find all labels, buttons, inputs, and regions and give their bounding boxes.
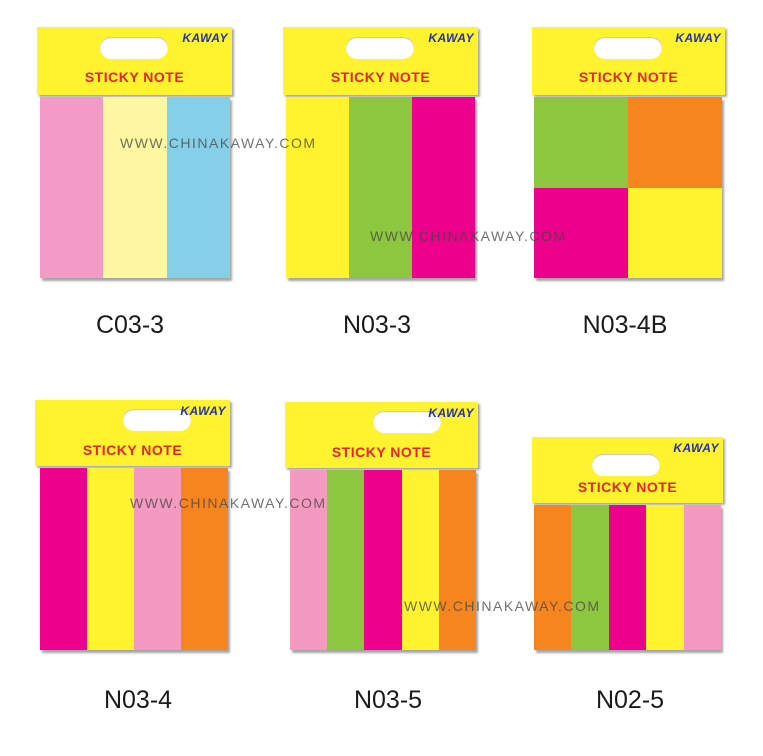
note-strip	[412, 97, 475, 278]
note-square	[534, 187, 628, 278]
hang-hole	[594, 37, 662, 59]
sticky-note-pad	[534, 97, 722, 278]
product-code: N03-5	[353, 686, 423, 714]
package-header: KAWAY STICKY NOTE	[532, 27, 725, 95]
note-strip	[608, 505, 647, 650]
sticky-note-pad	[534, 505, 722, 650]
package-title: STICKY NOTE	[330, 69, 431, 85]
note-strip	[87, 468, 134, 650]
note-strip	[286, 97, 349, 278]
sticky-note-pad	[286, 97, 475, 278]
package-header: KAWAY STICKY NOTE	[283, 27, 478, 95]
hang-hole	[123, 409, 191, 431]
note-strip	[646, 505, 684, 650]
hang-hole	[100, 37, 168, 59]
sticky-note-pad	[290, 470, 477, 650]
hang-hole	[346, 37, 414, 59]
package-header: KAWAY STICKY NOTE	[35, 400, 230, 466]
package-header: KAWAY STICKY NOTE	[37, 27, 232, 95]
package-title: STICKY NOTE	[331, 444, 432, 460]
package-title: STICKY NOTE	[577, 479, 678, 495]
note-strip	[349, 97, 412, 278]
brand-logo: KAWAY	[673, 441, 719, 455]
brand-logo: KAWAY	[180, 404, 226, 418]
product-code: C03-3	[95, 311, 165, 339]
watermark-text: WWW.CHINAKAWAY.COM	[404, 598, 601, 614]
note-strip	[571, 505, 609, 650]
package-header: KAWAY STICKY NOTE	[285, 402, 478, 468]
note-strip	[40, 97, 104, 278]
hang-hole	[373, 411, 441, 433]
package-title: STICKY NOTE	[82, 442, 183, 458]
sticky-note-pad	[40, 468, 228, 650]
brand-logo: KAWAY	[428, 406, 474, 420]
note-strip	[364, 470, 402, 650]
note-strip	[438, 470, 477, 650]
package-title: STICKY NOTE	[578, 69, 679, 85]
brand-logo: KAWAY	[675, 31, 721, 45]
brand-logo: KAWAY	[182, 31, 228, 45]
note-strip	[103, 97, 167, 278]
package-title: STICKY NOTE	[84, 69, 185, 85]
note-strip	[40, 468, 87, 650]
watermark-text: WWW.CHINAKAWAY.COM	[120, 135, 317, 151]
note-square	[628, 187, 722, 278]
sticky-note-pad	[40, 97, 230, 278]
note-strip	[327, 470, 365, 650]
hang-hole	[592, 454, 660, 476]
brand-logo: KAWAY	[428, 31, 474, 45]
watermark-text: WWW.CHINAKAWAY.COM	[130, 495, 327, 511]
product-code: N03-4	[103, 686, 173, 714]
note-strip	[683, 505, 722, 650]
note-strip	[290, 470, 328, 650]
product-code: N03-4B	[582, 311, 668, 339]
note-strip	[534, 505, 572, 650]
note-strip	[401, 470, 439, 650]
note-square	[534, 97, 628, 188]
note-strip	[181, 468, 228, 650]
product-code: N03-3	[342, 311, 412, 339]
package-header: KAWAY STICKY NOTE	[532, 437, 723, 503]
note-square	[628, 97, 722, 188]
note-strip	[134, 468, 181, 650]
note-strip	[166, 97, 230, 278]
product-code: N02-5	[595, 686, 665, 714]
watermark-text: WWW.CHINAKAWAY.COM	[370, 228, 567, 244]
